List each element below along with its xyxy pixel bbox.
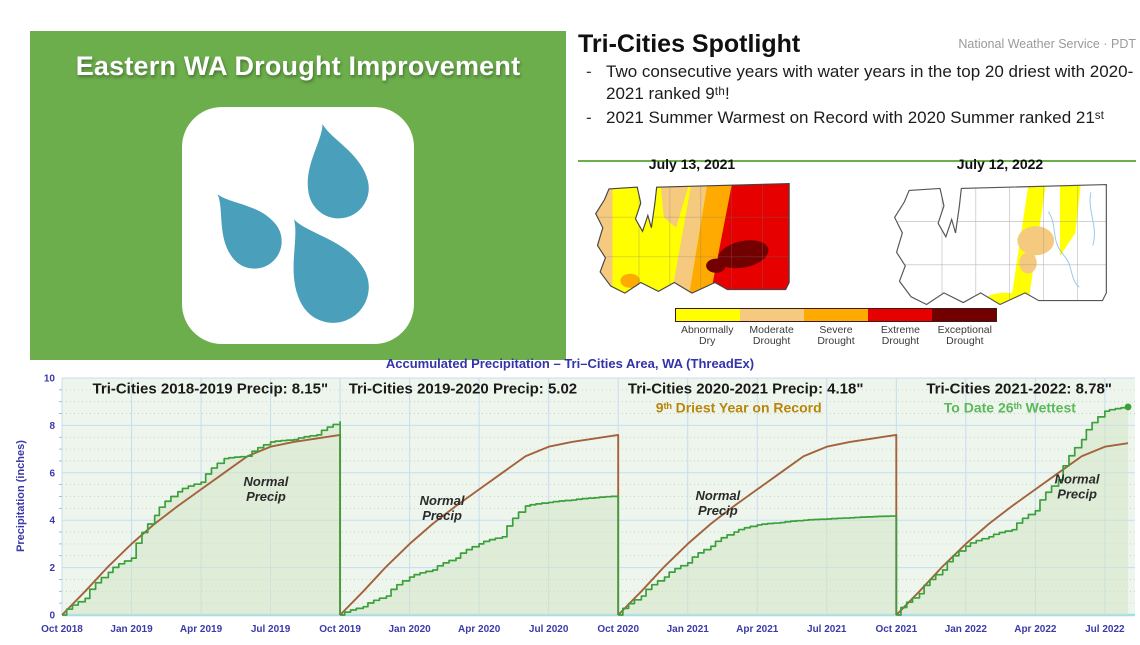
svg-text:Normal: Normal <box>695 488 740 503</box>
bullet-item: -2021 Summer Warmest on Record with 2020… <box>582 107 1134 129</box>
svg-text:4: 4 <box>49 516 55 527</box>
svg-text:Jul 2019: Jul 2019 <box>251 624 291 635</box>
svg-text:Jan 2022: Jan 2022 <box>945 624 988 635</box>
bullet-dash: - <box>586 108 592 128</box>
svg-text:Oct 2019: Oct 2019 <box>319 624 361 635</box>
svg-text:Tri-Cities 2020-2021 Precip:: Tri-Cities 2020-2021 Precip: 4.18" <box>628 380 864 397</box>
legend-label: Extreme Drought <box>880 324 920 348</box>
svg-text:0: 0 <box>49 611 55 622</box>
svg-text:Apr 2020: Apr 2020 <box>458 624 501 635</box>
banner-title: Eastern WA Drought Improvement <box>75 51 521 81</box>
water-droplets-icon <box>182 107 414 344</box>
green-divider <box>578 160 1136 162</box>
svg-text:2: 2 <box>49 563 55 574</box>
svg-text:Oct 2021: Oct 2021 <box>875 624 917 635</box>
svg-text:Jan 2020: Jan 2020 <box>388 624 431 635</box>
map-date-2022: July 12, 2022 <box>956 156 1044 172</box>
svg-text:Tri-Cities 2021-2022: 8.78": Tri-Cities 2021-2022: 8.78" <box>926 380 1112 397</box>
svg-text:10: 10 <box>44 374 56 385</box>
svg-text:Tri-Cities 2018-2019 Precip:: Tri-Cities 2018-2019 Precip: 8.15" <box>93 380 329 397</box>
svg-text:Normal: Normal <box>1055 471 1100 486</box>
spotlight-bullets: - Two consecutive years with water years … <box>582 61 1134 132</box>
svg-text:Apr 2021: Apr 2021 <box>736 624 779 635</box>
droplet-icon <box>307 123 369 219</box>
wa-state-map-2022-graphic <box>893 184 1107 306</box>
map-date-2021: July 13, 2021 <box>648 156 736 172</box>
svg-text:Jul 2022: Jul 2022 <box>1085 624 1125 635</box>
svg-text:Jan 2021: Jan 2021 <box>667 624 710 635</box>
legend-swatch <box>676 309 740 321</box>
svg-text:Precip: Precip <box>246 489 286 504</box>
precip-chart: 0 2 4 6 8 10 Oct 2018 Jan 2019 Apr 2019 Jul 2019 O… <box>0 368 1140 645</box>
svg-text:Normal: Normal <box>244 474 289 489</box>
drought-legend: Abnormally Dry Moderate Drought Severe Drough… <box>675 308 997 348</box>
drought-map-2022: July 12, 2022 <box>884 156 1116 318</box>
droplet-icon <box>293 219 369 323</box>
svg-text:Jul 2020: Jul 2020 <box>529 624 569 635</box>
legend-label: Severe Drought <box>817 324 855 348</box>
wa-state-map-2021-graphic <box>595 183 790 294</box>
source-attribution: National Weather Service · PDT <box>958 37 1136 51</box>
svg-text:Jan 2019: Jan 2019 <box>110 624 153 635</box>
legend-swatch <box>804 309 868 321</box>
drought-legend-bar <box>675 308 997 322</box>
legend-label: Abnormally Dry <box>680 324 734 348</box>
svg-text:Precip: Precip <box>698 503 738 518</box>
legend-label: Moderate Drought <box>749 324 794 348</box>
svg-text:To Date 26ᵗʰ Wettest: To Date 26ᵗʰ Wettest <box>944 399 1076 415</box>
spotlight-title: Tri-Cities Spotlight <box>578 30 801 58</box>
svg-text:8: 8 <box>49 421 55 432</box>
svg-text:Apr 2019: Apr 2019 <box>180 624 223 635</box>
droplet-icon <box>217 194 282 269</box>
svg-text:6: 6 <box>49 468 55 479</box>
legend-swatch <box>868 309 932 321</box>
svg-text:Precip: Precip <box>1057 486 1097 501</box>
svg-text:Oct 2018: Oct 2018 <box>41 624 83 635</box>
bullet-dash: - <box>586 62 592 81</box>
chart-title: Accumulated Precipitation – Tri–Cities A… <box>385 356 755 371</box>
svg-text:Tri-Cities 2019-2020 Precip:: Tri-Cities 2019-2020 Precip: 5.02 <box>349 380 577 397</box>
svg-text:Precip: Precip <box>422 508 462 523</box>
drought-legend-labels: Abnormally Dry Moderate Drought Severe Drough… <box>675 324 997 348</box>
precip-chart-graphic: 0 2 4 6 8 10 Oct 2018 Jan 2019 Apr 2019 Jul 2019 O… <box>41 374 1135 635</box>
legend-swatch <box>932 309 996 321</box>
svg-text:Apr 2022: Apr 2022 <box>1014 624 1057 635</box>
drought-map-2021: July 13, 2021 <box>586 156 798 306</box>
legend-label: Exceptional Drought <box>937 324 992 348</box>
legend-swatch <box>740 309 804 321</box>
bullet-item: - Two consecutive years with water years … <box>582 61 1134 104</box>
svg-text:Normal: Normal <box>420 493 465 508</box>
svg-text:9ᵗʰ Driest Year on Record: 9ᵗʰ Driest Year on Record <box>656 399 822 415</box>
svg-text:Jul 2021: Jul 2021 <box>807 624 847 635</box>
drought-improvement-banner: Eastern WA Drought Improvement <box>30 31 566 360</box>
svg-text:Oct 2020: Oct 2020 <box>597 624 639 635</box>
